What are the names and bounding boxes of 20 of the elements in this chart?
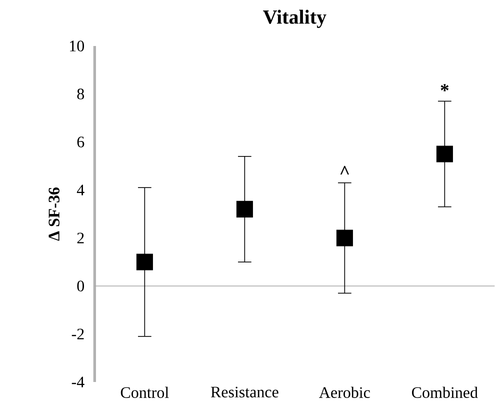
x-tick-label: Combined <box>412 386 478 398</box>
point <box>136 254 153 270</box>
point <box>436 146 453 162</box>
y-tick-label: 8 <box>77 88 84 100</box>
point <box>336 230 353 246</box>
y-tick-label: 0 <box>77 280 84 292</box>
y-tick-label: -2 <box>72 328 84 340</box>
y-tick-label: 10 <box>70 40 84 52</box>
x-tick-label: Control <box>120 386 169 398</box>
y-tick-label: -4 <box>72 376 84 388</box>
y-axis-title: Δ SF-36 <box>48 187 60 241</box>
point <box>236 200 253 218</box>
annotation: ^ <box>340 166 349 175</box>
chart-title: Vitality <box>263 10 326 28</box>
x-tick-label: Resistance <box>210 386 278 398</box>
y-tick-label: 2 <box>77 232 84 244</box>
y-tick-label: 6 <box>77 136 84 148</box>
y-tick-label: 4 <box>76 184 84 196</box>
x-tick-label: Aerobic <box>319 386 370 398</box>
annotation: * <box>440 84 449 92</box>
